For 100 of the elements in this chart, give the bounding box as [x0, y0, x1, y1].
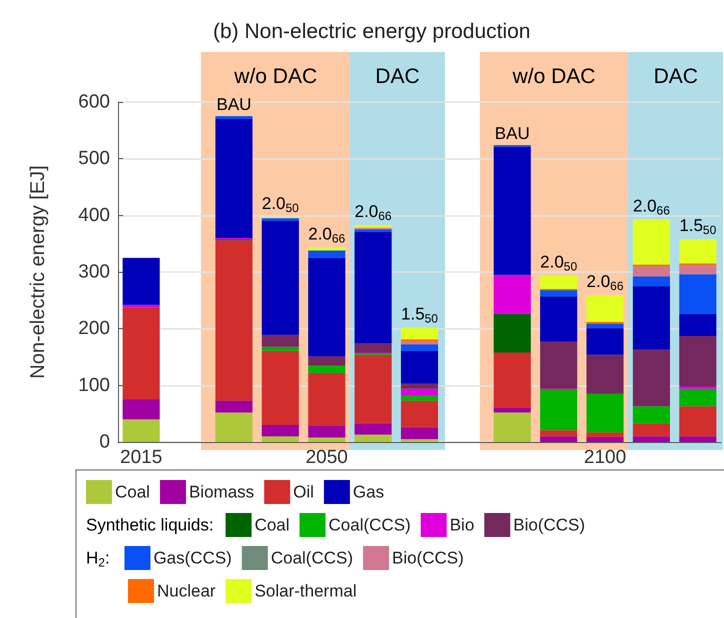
bar [494, 146, 531, 275]
bar [354, 434, 392, 442]
y-tick-label: 500 [78, 148, 110, 170]
text: DAC [654, 65, 698, 88]
bar [494, 274, 531, 314]
legend-label: Coal [254, 516, 290, 534]
bar [540, 390, 578, 430]
bar [679, 388, 716, 406]
bar [586, 432, 624, 437]
bar [122, 258, 160, 305]
bar [308, 250, 346, 258]
chart-title: (b) Non-electric energy production [213, 20, 530, 43]
legend-label: Biomass [188, 482, 254, 502]
bar [679, 264, 716, 274]
legend-label: Solar-thermal [254, 582, 357, 600]
legend-label: Coal(CCS) [328, 516, 411, 534]
y-tick-label: 300 [78, 262, 110, 282]
bar [354, 354, 392, 424]
bar [308, 356, 346, 366]
bar [540, 275, 578, 289]
bar [308, 437, 346, 442]
bar [632, 286, 670, 350]
legend-label: Gas(CCS) [153, 548, 232, 568]
legend-label: Nuclear [157, 582, 216, 600]
bar [215, 400, 253, 413]
y-tick-label: 0 [99, 432, 110, 452]
x-tick-label: 2015 [120, 447, 162, 468]
bar [215, 119, 253, 238]
bar [400, 341, 438, 345]
bar [679, 406, 716, 436]
bar [400, 400, 438, 428]
bar [400, 427, 438, 440]
bar [632, 406, 670, 424]
bar [540, 290, 578, 296]
bar [494, 314, 531, 352]
y-tick-label: 400 [78, 204, 110, 226]
bar [540, 342, 578, 389]
bar [586, 436, 624, 442]
bar [632, 350, 670, 406]
bar [632, 436, 670, 442]
bar [494, 408, 531, 413]
bar [494, 412, 531, 442]
bar [215, 240, 253, 401]
bar [262, 346, 299, 351]
y-tick-label: 100 [78, 374, 110, 396]
y-tick-label: 600 [78, 92, 110, 112]
legend-label: Coal(CCS) [270, 548, 354, 568]
bar [122, 307, 160, 400]
annotation: BAU [216, 95, 252, 114]
x-tick-label: 2050 [306, 447, 348, 468]
bar [632, 276, 670, 286]
bar [400, 388, 438, 396]
bar [586, 328, 624, 355]
bar [215, 116, 253, 119]
y-tick-label: 200 [78, 318, 110, 340]
legend-label: Bio(CCS) [513, 516, 586, 534]
bar [308, 372, 346, 426]
bar [262, 221, 299, 335]
legend-label: Coal [115, 482, 150, 502]
text: DAC [375, 65, 420, 88]
legend-label: Bio [450, 516, 474, 534]
text: Synthetic liquids: [86, 516, 214, 534]
bar [400, 439, 438, 442]
legend-label: Oil [293, 482, 314, 502]
y-axis-title: Non-electric energy [EJ] [27, 165, 49, 379]
bar [262, 350, 299, 425]
bar [122, 400, 160, 420]
bar [679, 274, 716, 314]
bar [632, 423, 670, 436]
legend-label: Bio(CCS) [392, 548, 464, 568]
bar [400, 384, 438, 389]
bar [308, 258, 346, 356]
bar [679, 336, 716, 386]
bar [400, 396, 438, 401]
text: w/o DAC [512, 65, 596, 88]
bar [262, 436, 299, 442]
bar [354, 343, 392, 352]
bar [586, 324, 624, 328]
text: w/o DAC [233, 65, 318, 88]
bar [494, 352, 531, 408]
bar [632, 219, 670, 265]
bar [679, 436, 716, 442]
bar [400, 344, 438, 351]
bar [400, 328, 438, 340]
bar [354, 423, 392, 435]
bar [354, 232, 392, 344]
bar [540, 430, 578, 436]
bar [679, 239, 716, 264]
bar [262, 334, 299, 347]
bar [354, 224, 392, 228]
bar [122, 419, 160, 442]
bar [308, 366, 346, 373]
bar [586, 354, 624, 394]
legend-label: Gas [352, 482, 384, 502]
bar [540, 296, 578, 342]
x-tick-label: 2100 [584, 447, 626, 468]
bar [308, 426, 346, 438]
bar [215, 412, 253, 442]
bar [308, 248, 346, 250]
bar [586, 394, 624, 432]
